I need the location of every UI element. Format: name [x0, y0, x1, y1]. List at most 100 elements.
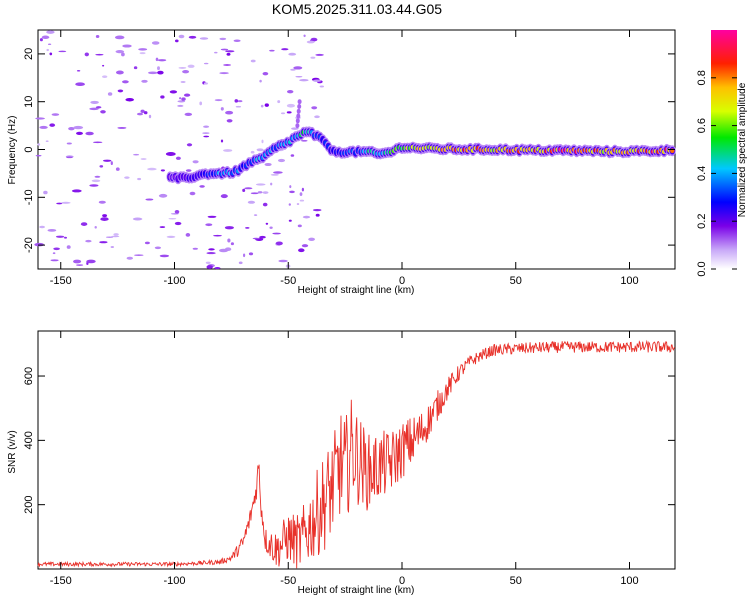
noise-blob	[206, 252, 216, 255]
noise-blob	[98, 200, 106, 204]
noise-blob	[102, 75, 108, 78]
noise-blob	[141, 79, 148, 83]
noise-blob	[147, 167, 157, 171]
y-tick-label: 0	[23, 146, 35, 152]
noise-blob	[286, 111, 292, 114]
noise-blob	[219, 72, 229, 75]
noise-blob	[151, 41, 160, 45]
noise-blob	[260, 104, 264, 108]
spectrogram-marks	[34, 30, 676, 270]
noise-blob	[220, 194, 228, 199]
noise-blob	[259, 79, 262, 83]
noise-blob	[124, 176, 130, 179]
noise-blob	[102, 159, 112, 162]
noise-blob	[179, 97, 182, 100]
noise-blob	[247, 200, 256, 204]
noise-blob	[154, 246, 161, 250]
noise-blob	[207, 215, 217, 218]
noise-blob	[234, 99, 239, 103]
noise-blob	[166, 235, 176, 238]
noise-blob	[140, 158, 147, 160]
noise-blob	[95, 34, 100, 39]
colorbar-label: Normalized spectral amplitude	[737, 82, 748, 217]
noise-blob	[319, 85, 324, 88]
x-tick-label: 100	[620, 575, 638, 587]
noise-blob	[289, 190, 295, 194]
noise-blob	[183, 93, 191, 97]
noise-blob	[306, 40, 315, 44]
noise-blob	[47, 43, 52, 45]
noise-blob	[174, 209, 180, 214]
noise-blob	[58, 50, 67, 53]
noise-blob	[213, 234, 222, 237]
colorbar-tick-label: 0.2	[696, 214, 708, 229]
noise-blob	[220, 48, 229, 51]
noise-blob	[299, 199, 305, 202]
noise-blob	[277, 158, 286, 163]
noise-blob	[203, 62, 209, 65]
noise-blob	[100, 217, 109, 221]
noise-blob	[137, 112, 143, 116]
colorbar-ticks: 0.0 0.2 0.4 0.6 0.8	[696, 70, 737, 277]
noise-blob	[223, 149, 233, 152]
noise-blob	[46, 30, 55, 34]
noise-blob	[52, 252, 56, 255]
noise-blob	[269, 226, 273, 229]
noise-blob	[293, 66, 303, 70]
y-tick-label: 10	[23, 96, 35, 108]
noise-blob	[280, 112, 286, 115]
noise-blob	[262, 191, 269, 194]
noise-blob	[235, 105, 242, 108]
noise-blob	[226, 52, 231, 56]
y-tick-label: 20	[23, 48, 35, 60]
noise-blob	[264, 162, 272, 167]
noise-blob	[115, 167, 120, 171]
noise-blob	[160, 169, 165, 172]
noise-blob	[134, 254, 144, 256]
noise-blob	[117, 126, 127, 129]
noise-blob	[199, 185, 205, 188]
noise-blob	[89, 184, 99, 187]
noise-blob	[188, 35, 197, 39]
snr-panel: -150 -100 -50 0 50 100 200 400 600 Height of str…	[7, 330, 676, 596]
noise-blob	[187, 64, 195, 68]
noise-blob	[264, 103, 269, 107]
noise-blob	[289, 185, 292, 189]
noise-blob	[192, 247, 198, 250]
noise-blob	[100, 110, 106, 114]
noise-blob	[122, 44, 132, 48]
noise-blob	[121, 52, 125, 57]
noise-blob	[202, 132, 210, 134]
noise-blob	[223, 64, 232, 66]
noise-blob	[310, 56, 316, 59]
x-tick-label: 50	[510, 575, 522, 587]
noise-blob	[265, 222, 269, 225]
noise-blob	[203, 82, 208, 85]
x-tick-label: -100	[163, 575, 185, 587]
noise-blob	[105, 236, 114, 238]
noise-blob	[220, 107, 224, 111]
noise-blob	[39, 125, 48, 129]
noise-blob	[273, 171, 283, 174]
noise-blob	[64, 236, 67, 239]
noise-blob	[272, 232, 281, 235]
x-tick-label: -150	[50, 275, 72, 287]
noise-blob	[159, 254, 170, 258]
noise-blob	[220, 139, 224, 143]
noise-blob	[115, 70, 124, 75]
noise-blob	[255, 183, 266, 186]
noise-blob	[76, 264, 84, 266]
spur-cell	[296, 113, 301, 119]
noise-blob	[114, 35, 125, 40]
noise-blob	[301, 244, 309, 248]
noise-blob	[160, 95, 165, 99]
noise-blob	[224, 226, 234, 230]
noise-blob	[155, 57, 159, 62]
snr-marks	[37, 339, 676, 569]
noise-blob	[177, 104, 184, 107]
noise-blob	[53, 247, 60, 251]
noise-blob	[68, 126, 75, 131]
noise-blob	[95, 53, 104, 56]
y-tick-label: 600	[23, 367, 35, 385]
